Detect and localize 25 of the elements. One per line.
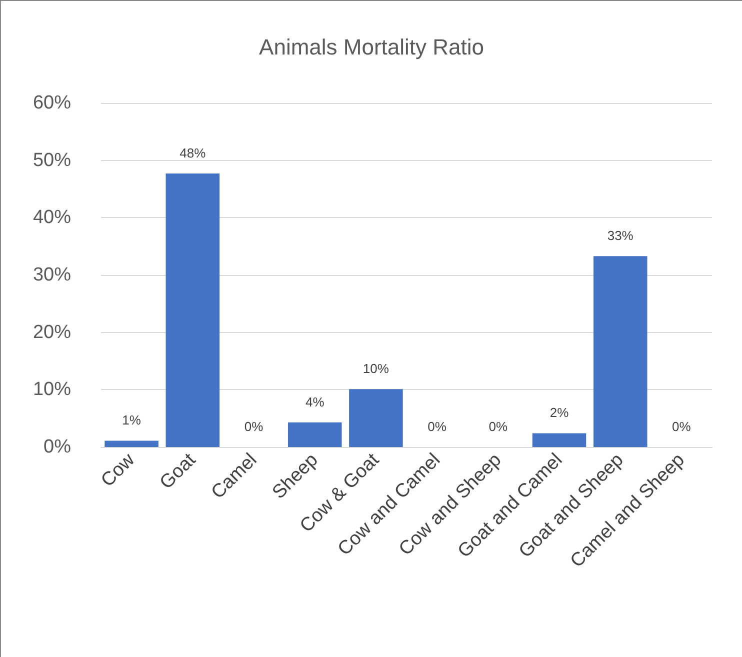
bar [349,389,403,447]
data-label: 0% [244,419,264,434]
y-tick-label: 10% [32,379,72,400]
y-tick-label: 30% [32,264,72,286]
data-label: 10% [362,361,390,376]
data-label: 48% [180,146,206,161]
data-label: 0% [428,419,447,434]
bar [288,422,342,447]
chart-title: Animals Mortality Ratio [259,34,484,60]
y-tick-label: 60% [32,92,72,114]
y-tick-label: 0% [44,436,72,458]
y-tick-label: 20% [32,322,72,343]
data-label: 2% [550,405,570,420]
data-label: 4% [305,394,325,410]
y-tick-label: 50% [32,150,72,171]
y-tick-label: 40% [32,207,72,228]
bar [593,256,648,447]
data-label: 1% [122,412,142,428]
data-label: 33% [607,228,634,244]
data-label: 0% [672,419,692,434]
bar [104,440,158,447]
x-tick-label: Cow [97,449,140,492]
bar [532,433,586,447]
data-label: 0% [488,419,508,434]
bar [166,174,220,447]
